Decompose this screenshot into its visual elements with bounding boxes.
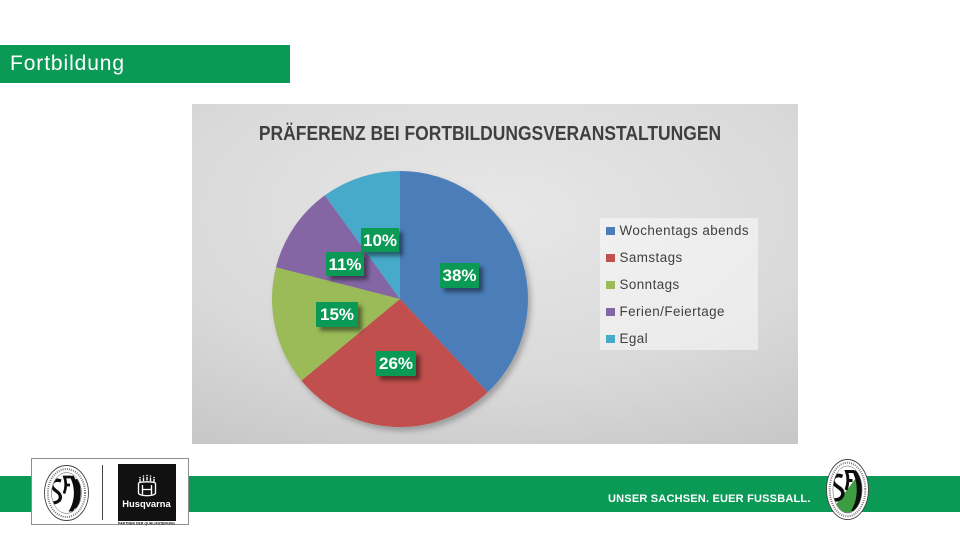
- svg-text:Husqvarna: Husqvarna: [122, 498, 171, 509]
